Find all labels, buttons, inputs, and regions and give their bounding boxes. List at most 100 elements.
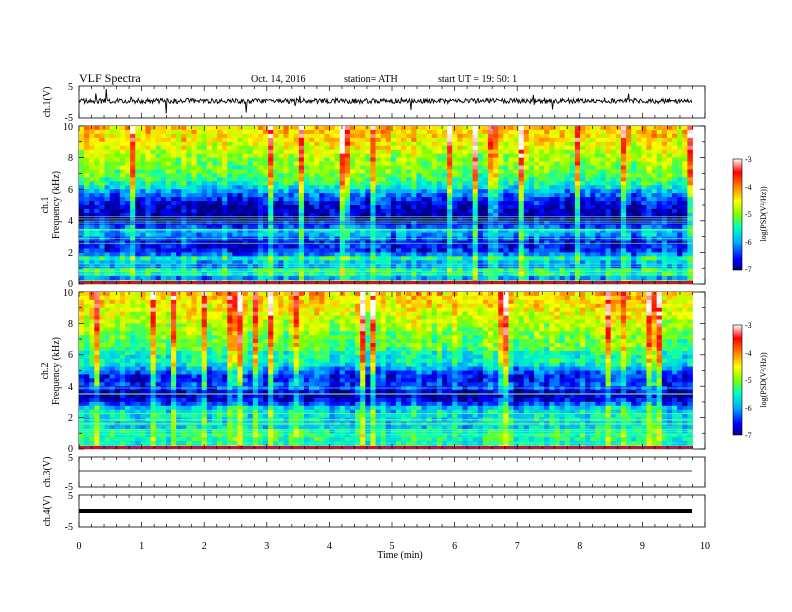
spectrogram-cell (375, 212, 382, 218)
spectrogram-cell (672, 201, 678, 206)
spectrogram-cell (329, 260, 336, 265)
spectrogram-cell (79, 208, 85, 214)
spectrogram-cell (467, 185, 474, 190)
spectrogram-cell (278, 292, 284, 297)
spectrogram-cell (457, 205, 463, 210)
spectrogram-cell (314, 161, 320, 166)
spectrogram-cell (574, 173, 581, 178)
spectrogram-cell (666, 189, 673, 194)
spectrogram-cell (206, 205, 213, 210)
spectrogram-cell (298, 169, 305, 174)
spectrogram-cell (186, 141, 192, 147)
spectrogram-cell (257, 177, 264, 182)
spectrogram-cell (554, 240, 560, 245)
spectrogram-cell (94, 177, 100, 182)
spectrogram-cell (401, 224, 407, 230)
spectrogram-cell (503, 256, 509, 261)
spectrogram-cell (544, 208, 550, 214)
spectrogram-cell (160, 173, 167, 178)
spectrogram-cell (160, 141, 167, 147)
spectrogram-cell (288, 292, 295, 297)
spectrogram-cell (544, 212, 550, 218)
spectrogram-cell (472, 157, 479, 162)
spectrogram-cell (181, 268, 187, 273)
spectrogram-cell (528, 260, 535, 265)
spectrogram-cell (395, 205, 402, 210)
spectrogram-cell (288, 137, 295, 143)
spectrogram-cell (421, 193, 428, 198)
spectrogram-cell (467, 212, 474, 218)
spectrogram-cell (227, 268, 233, 273)
spectrogram-cell (176, 205, 182, 210)
spectrogram-cell (150, 292, 157, 297)
spectrogram-cell (247, 145, 254, 151)
spectrogram-cell (646, 268, 652, 273)
spectrogram-cell (518, 177, 525, 182)
spectrogram-cell (534, 189, 540, 194)
spectrogram-cell (534, 208, 540, 214)
spectrogram-cell (493, 292, 499, 297)
spectrogram-cell (441, 240, 448, 245)
spectrogram-cell (528, 181, 535, 186)
spectrogram-cell (518, 256, 525, 261)
spectrogram-cell (237, 133, 243, 139)
spectrogram-cell (559, 141, 566, 147)
spectrogram-cell (130, 193, 136, 198)
spectrogram-cell (309, 133, 315, 139)
spectrogram-cell (569, 133, 576, 139)
spectrogram-cell (600, 141, 606, 147)
spectrogram-cell (682, 145, 688, 151)
spectrogram-cell (672, 161, 678, 166)
spectrogram-cell (672, 212, 678, 218)
spectrogram-cell (390, 248, 397, 253)
spectrogram-cell (585, 126, 591, 131)
spectrogram-cell (641, 165, 647, 170)
spectrogram-cell (401, 240, 407, 245)
spectrogram-cell (329, 165, 336, 170)
spectrogram-cell (186, 232, 192, 237)
spectrogram-cell (401, 252, 407, 257)
spectrogram-cell (278, 189, 284, 194)
spectrogram-cell (79, 292, 85, 297)
spectrogram-cell (150, 276, 157, 281)
spectrogram-cell (395, 212, 402, 218)
spectrogram-cell (626, 161, 632, 166)
spectrogram-cell (324, 181, 330, 186)
spectrogram-cell (672, 240, 678, 245)
spectrogram-cell (263, 224, 269, 230)
spectrogram-cell (273, 141, 279, 147)
spectrogram-cell (130, 201, 136, 206)
spectrogram-cell (114, 165, 121, 170)
spectrogram-cell (191, 224, 197, 230)
spectrogram-cell (114, 129, 121, 135)
spectrogram-cell (595, 149, 601, 155)
spectrogram-cell (293, 295, 300, 301)
spectrogram-cell (370, 137, 376, 143)
spectrogram-cell (349, 292, 356, 297)
spectrogram-cell (344, 149, 351, 155)
spectrogram-cell (472, 185, 479, 190)
spectrogram-cell (329, 189, 336, 194)
spectrogram-cell (626, 212, 632, 218)
spectrogram-cell (646, 240, 652, 245)
spectrogram-cell (263, 260, 269, 265)
spectrogram-cell (201, 268, 208, 273)
spectrogram-cell (452, 276, 458, 281)
spectrogram-cell (370, 126, 376, 131)
spectrogram-cell (355, 197, 361, 202)
spectrogram-cell (493, 208, 499, 214)
spectrogram-cell (283, 149, 289, 155)
spectrogram-cell (222, 197, 228, 202)
spectrogram-cell (564, 161, 571, 166)
spectrogram-cell (523, 141, 530, 147)
spectrogram-cell (211, 201, 218, 206)
spectrogram-cell (222, 240, 228, 245)
spectrogram-cell (641, 145, 647, 151)
spectrogram-cell (549, 193, 555, 198)
spectrogram-cell (590, 260, 596, 265)
spectrogram-cell (534, 181, 540, 186)
spectrogram-cell (288, 212, 295, 218)
spectrogram-cell (171, 126, 177, 131)
spectrogram-cell (472, 201, 479, 206)
spectrogram-cell (447, 185, 453, 190)
